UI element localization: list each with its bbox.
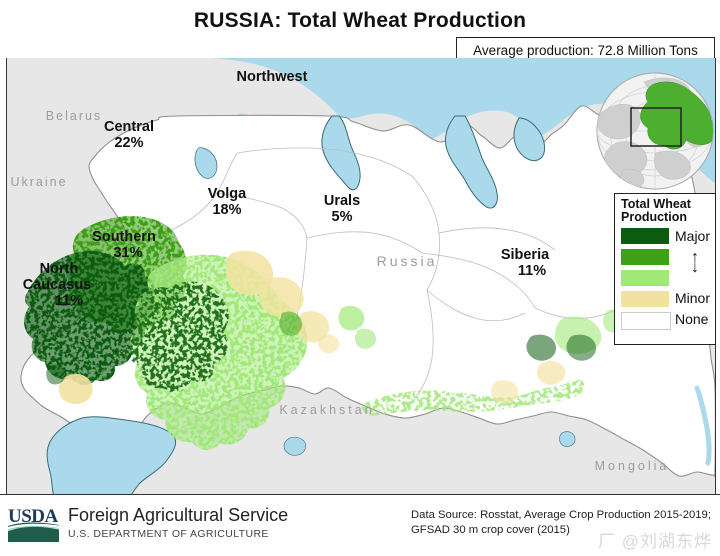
- svg-text:Siberia: Siberia: [501, 247, 550, 263]
- svg-text:North: North: [40, 261, 79, 277]
- svg-text:Southern: Southern: [92, 229, 156, 245]
- svg-text:Russia: Russia: [377, 253, 438, 269]
- svg-text:Caucasus: Caucasus: [23, 277, 92, 293]
- svg-text:Northwest: Northwest: [237, 69, 308, 85]
- svg-text:Kazakhstan: Kazakhstan: [279, 403, 374, 417]
- svg-text:11%: 11%: [55, 293, 83, 309]
- svg-text:11%: 11%: [518, 263, 546, 279]
- svg-text:Central: Central: [104, 119, 154, 135]
- svg-text:Mongolia: Mongolia: [595, 459, 670, 473]
- svg-text:31%: 31%: [113, 245, 142, 261]
- svg-text:Urals: Urals: [324, 193, 360, 209]
- svg-text:Volga: Volga: [208, 186, 247, 202]
- svg-text:22%: 22%: [114, 135, 143, 151]
- svg-text:Ukraine: Ukraine: [10, 175, 67, 189]
- svg-text:18%: 18%: [212, 202, 241, 218]
- svg-text:Belarus: Belarus: [46, 109, 102, 123]
- svg-text:5%: 5%: [332, 209, 353, 225]
